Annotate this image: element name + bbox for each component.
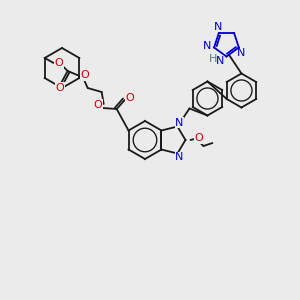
Text: N: N xyxy=(175,118,184,128)
Text: N: N xyxy=(214,22,222,32)
Text: O: O xyxy=(80,70,89,80)
Text: O: O xyxy=(125,93,134,103)
Text: O: O xyxy=(194,133,203,143)
Text: N: N xyxy=(237,47,245,58)
Text: N: N xyxy=(216,56,225,67)
Text: N: N xyxy=(175,152,184,163)
Text: O: O xyxy=(55,83,64,93)
Text: N: N xyxy=(203,40,211,50)
Text: O: O xyxy=(54,58,63,68)
Text: H: H xyxy=(209,53,217,64)
Text: O: O xyxy=(93,100,102,110)
